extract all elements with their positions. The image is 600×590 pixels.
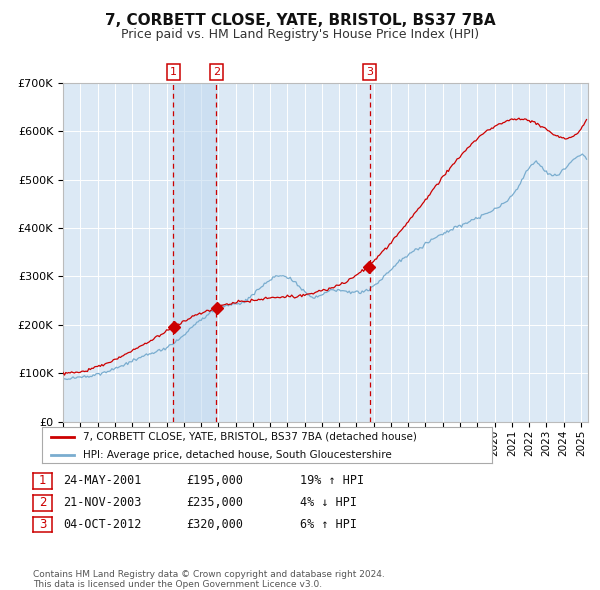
Text: 2: 2 (213, 67, 220, 77)
Text: 4% ↓ HPI: 4% ↓ HPI (300, 496, 357, 509)
Text: 24-MAY-2001: 24-MAY-2001 (63, 474, 142, 487)
Text: 04-OCT-2012: 04-OCT-2012 (63, 518, 142, 531)
Text: £320,000: £320,000 (186, 518, 243, 531)
Text: 3: 3 (39, 518, 46, 531)
Text: HPI: Average price, detached house, South Gloucestershire: HPI: Average price, detached house, Sout… (83, 450, 391, 460)
Text: 7, CORBETT CLOSE, YATE, BRISTOL, BS37 7BA (detached house): 7, CORBETT CLOSE, YATE, BRISTOL, BS37 7B… (83, 432, 416, 442)
Text: 7, CORBETT CLOSE, YATE, BRISTOL, BS37 7BA: 7, CORBETT CLOSE, YATE, BRISTOL, BS37 7B… (104, 13, 496, 28)
Text: This data is licensed under the Open Government Licence v3.0.: This data is licensed under the Open Gov… (33, 579, 322, 589)
Text: 3: 3 (366, 67, 373, 77)
Text: £235,000: £235,000 (186, 496, 243, 509)
Text: 21-NOV-2003: 21-NOV-2003 (63, 496, 142, 509)
Text: 2: 2 (39, 496, 46, 509)
Bar (173, 83, 217, 422)
Text: £195,000: £195,000 (186, 474, 243, 487)
Text: Contains HM Land Registry data © Crown copyright and database right 2024.: Contains HM Land Registry data © Crown c… (33, 570, 385, 579)
Text: 1: 1 (170, 67, 177, 77)
Text: 19% ↑ HPI: 19% ↑ HPI (300, 474, 364, 487)
Text: Price paid vs. HM Land Registry's House Price Index (HPI): Price paid vs. HM Land Registry's House … (121, 28, 479, 41)
Text: 6% ↑ HPI: 6% ↑ HPI (300, 518, 357, 531)
Text: 1: 1 (39, 474, 46, 487)
